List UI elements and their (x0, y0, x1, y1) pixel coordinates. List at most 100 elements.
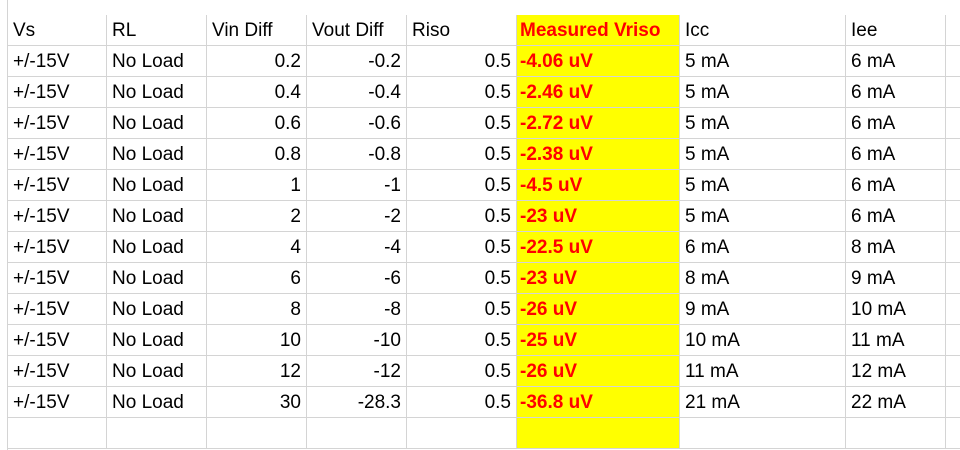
cell-rl[interactable]: No Load (107, 356, 207, 387)
cell-riso[interactable]: 0.5 (407, 232, 517, 263)
cell-measured-vriso[interactable]: -25 uV (517, 325, 680, 356)
cell-vin-diff[interactable]: 4 (207, 232, 307, 263)
cell-vs[interactable]: +/-15V (8, 139, 107, 170)
cell-empty[interactable] (946, 232, 960, 263)
cell-vout-diff[interactable]: -0.4 (307, 77, 407, 108)
cell-vout-diff[interactable]: -2 (307, 201, 407, 232)
cell-iee[interactable]: 11 mA (846, 325, 946, 356)
cell-empty[interactable] (946, 387, 960, 418)
cell-vout-diff[interactable]: -0.6 (307, 108, 407, 139)
cell-empty[interactable] (946, 170, 960, 201)
cell-iee[interactable]: 6 mA (846, 46, 946, 77)
cell-vs[interactable]: +/-15V (8, 232, 107, 263)
cell-vin-diff[interactable]: 12 (207, 356, 307, 387)
cell-vin-diff[interactable]: 0.8 (207, 139, 307, 170)
cell-iee[interactable]: 9 mA (846, 263, 946, 294)
cell-empty[interactable] (517, 418, 680, 449)
cell-empty[interactable] (680, 418, 846, 449)
cell-riso[interactable]: 0.5 (407, 325, 517, 356)
cell-vs[interactable]: +/-15V (8, 263, 107, 294)
cell-vin-diff[interactable]: 2 (207, 201, 307, 232)
cell-empty[interactable] (846, 418, 946, 449)
cell-iee[interactable]: 6 mA (846, 77, 946, 108)
cell-vout-diff[interactable]: -28.3 (307, 387, 407, 418)
cell-icc[interactable]: 5 mA (680, 46, 846, 77)
header-cell-measured-vriso[interactable]: Measured Vriso (517, 15, 680, 46)
cell-iee[interactable]: 6 mA (846, 108, 946, 139)
cell-vout-diff[interactable]: -6 (307, 263, 407, 294)
cell-empty[interactable] (307, 418, 407, 449)
cell-icc[interactable]: 6 mA (680, 232, 846, 263)
cell-measured-vriso[interactable]: -23 uV (517, 201, 680, 232)
cell-empty[interactable] (946, 46, 960, 77)
cell-icc[interactable]: 5 mA (680, 77, 846, 108)
cell-vin-diff[interactable]: 30 (207, 387, 307, 418)
cell-iee[interactable]: 8 mA (846, 232, 946, 263)
cell-riso[interactable]: 0.5 (407, 170, 517, 201)
header-cell-rl[interactable]: RL (107, 15, 207, 46)
cell-icc[interactable]: 5 mA (680, 201, 846, 232)
cell-empty[interactable] (946, 418, 960, 449)
cell-vout-diff[interactable]: -10 (307, 325, 407, 356)
cell-vin-diff[interactable]: 10 (207, 325, 307, 356)
header-cell-vs[interactable]: Vs (8, 15, 107, 46)
cell-measured-vriso[interactable]: -4.06 uV (517, 46, 680, 77)
cell-vout-diff[interactable]: -8 (307, 294, 407, 325)
header-cell-vin-diff[interactable]: Vin Diff (207, 15, 307, 46)
cell-rl[interactable]: No Load (107, 139, 207, 170)
cell-empty[interactable] (946, 294, 960, 325)
cell-vs[interactable]: +/-15V (8, 201, 107, 232)
cell-rl[interactable]: No Load (107, 294, 207, 325)
cell-vout-diff[interactable]: -12 (307, 356, 407, 387)
cell-icc[interactable]: 5 mA (680, 139, 846, 170)
cell-vout-diff[interactable]: -4 (307, 232, 407, 263)
cell-vs[interactable]: +/-15V (8, 108, 107, 139)
cell-rl[interactable]: No Load (107, 46, 207, 77)
cell-empty[interactable] (946, 15, 960, 46)
cell-vs[interactable]: +/-15V (8, 170, 107, 201)
header-cell-riso[interactable]: Riso (407, 15, 517, 46)
cell-icc[interactable]: 5 mA (680, 170, 846, 201)
cell-vs[interactable]: +/-15V (8, 77, 107, 108)
cell-riso[interactable]: 0.5 (407, 139, 517, 170)
cell-vout-diff[interactable]: -1 (307, 170, 407, 201)
cell-icc[interactable]: 10 mA (680, 325, 846, 356)
cell-iee[interactable]: 6 mA (846, 139, 946, 170)
header-cell-vout-diff[interactable]: Vout Diff (307, 15, 407, 46)
cell-icc[interactable]: 9 mA (680, 294, 846, 325)
cell-riso[interactable]: 0.5 (407, 294, 517, 325)
cell-empty[interactable] (946, 201, 960, 232)
cell-empty[interactable] (946, 108, 960, 139)
cell-measured-vriso[interactable]: -2.46 uV (517, 77, 680, 108)
cell-empty[interactable] (407, 418, 517, 449)
cell-empty[interactable] (8, 418, 107, 449)
cell-vin-diff[interactable]: 8 (207, 294, 307, 325)
header-cell-icc[interactable]: Icc (680, 15, 846, 46)
cell-measured-vriso[interactable]: -23 uV (517, 263, 680, 294)
cell-iee[interactable]: 6 mA (846, 201, 946, 232)
cell-vs[interactable]: +/-15V (8, 387, 107, 418)
cell-riso[interactable]: 0.5 (407, 46, 517, 77)
cell-vs[interactable]: +/-15V (8, 325, 107, 356)
cell-rl[interactable]: No Load (107, 263, 207, 294)
cell-vout-diff[interactable]: -0.2 (307, 46, 407, 77)
cell-riso[interactable]: 0.5 (407, 263, 517, 294)
cell-measured-vriso[interactable]: -2.38 uV (517, 139, 680, 170)
cell-measured-vriso[interactable]: -2.72 uV (517, 108, 680, 139)
cell-vout-diff[interactable]: -0.8 (307, 139, 407, 170)
cell-vin-diff[interactable]: 0.6 (207, 108, 307, 139)
cell-riso[interactable]: 0.5 (407, 201, 517, 232)
cell-icc[interactable]: 21 mA (680, 387, 846, 418)
cell-empty[interactable] (107, 418, 207, 449)
cell-vin-diff[interactable]: 1 (207, 170, 307, 201)
cell-icc[interactable]: 5 mA (680, 108, 846, 139)
cell-empty[interactable] (946, 139, 960, 170)
cell-vs[interactable]: +/-15V (8, 294, 107, 325)
cell-measured-vriso[interactable]: -4.5 uV (517, 170, 680, 201)
cell-rl[interactable]: No Load (107, 201, 207, 232)
cell-riso[interactable]: 0.5 (407, 356, 517, 387)
cell-measured-vriso[interactable]: -36.8 uV (517, 387, 680, 418)
cell-vs[interactable]: +/-15V (8, 356, 107, 387)
cell-measured-vriso[interactable]: -22.5 uV (517, 232, 680, 263)
cell-riso[interactable]: 0.5 (407, 387, 517, 418)
